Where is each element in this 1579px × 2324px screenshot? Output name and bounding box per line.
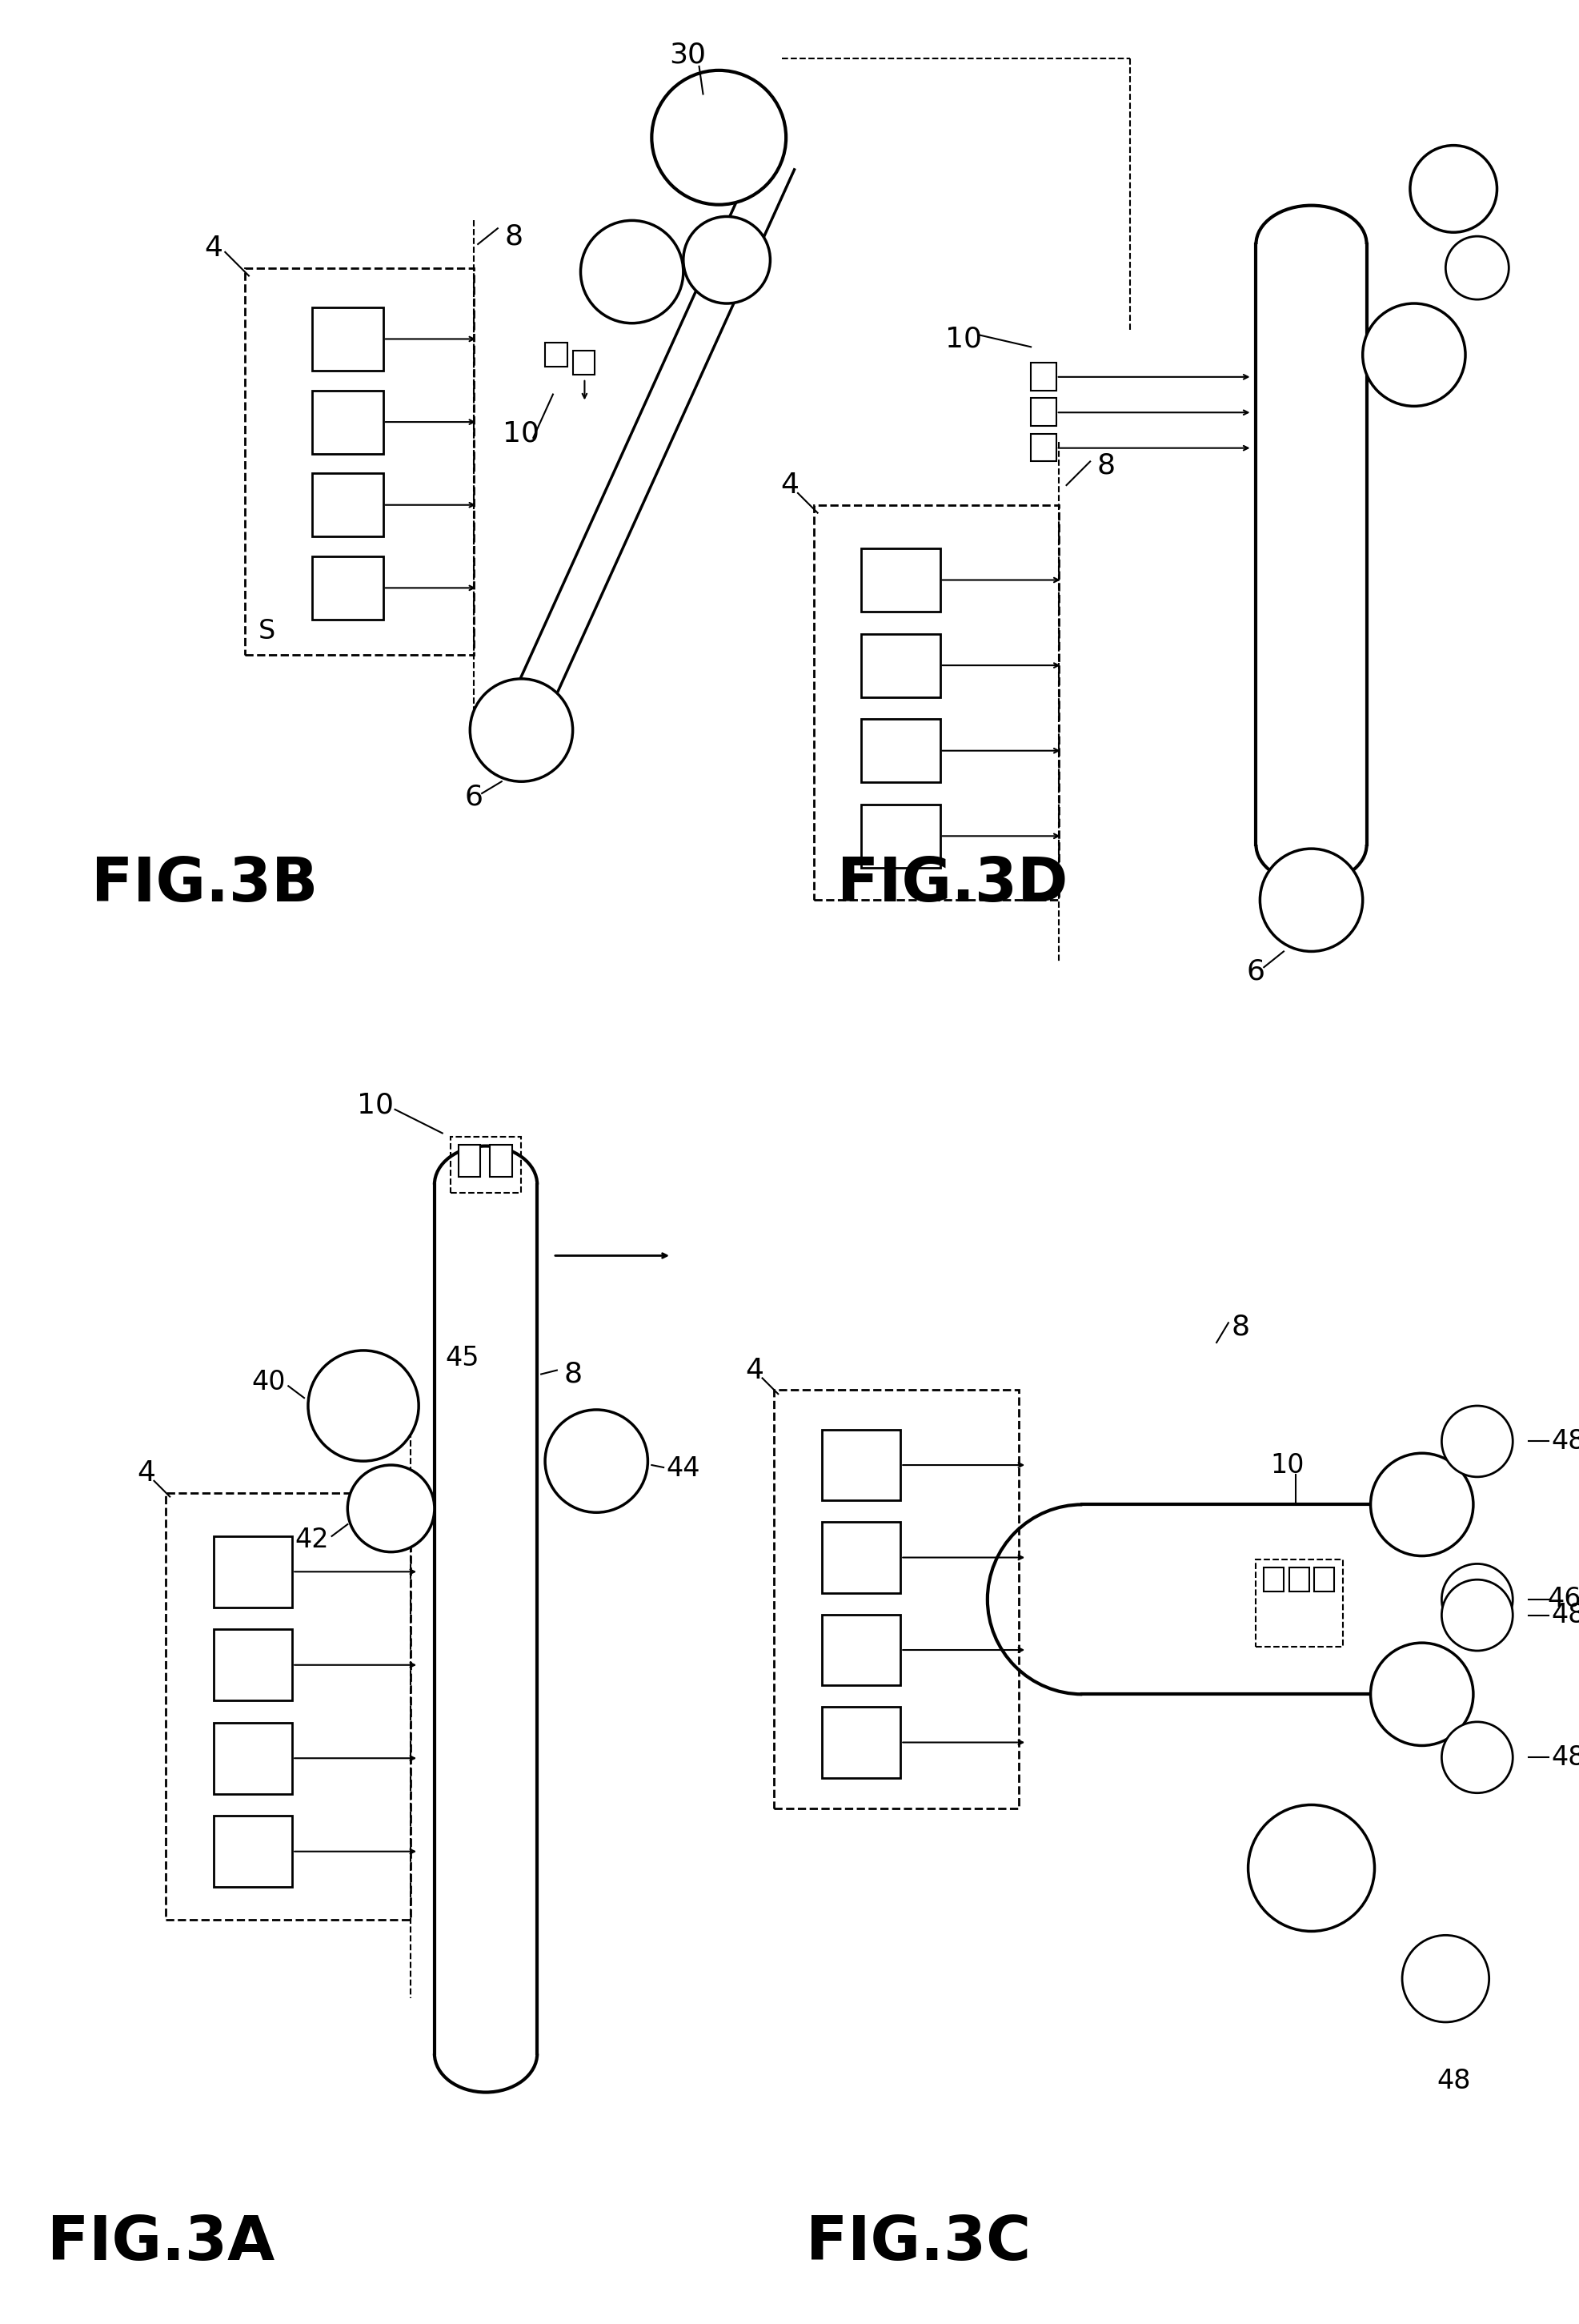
Bar [458, 1146, 480, 1176]
Text: 4: 4 [137, 1459, 155, 1487]
Text: 42: 42 [295, 1527, 328, 1552]
Text: 46: 46 [1547, 1587, 1579, 1613]
Text: 30: 30 [669, 42, 706, 67]
Text: 4: 4 [745, 1357, 764, 1383]
Text: 48: 48 [1551, 1745, 1579, 1771]
Circle shape [1442, 1580, 1513, 1650]
Bar [313, 390, 384, 453]
Circle shape [1446, 237, 1510, 300]
Text: 48: 48 [1551, 1429, 1579, 1455]
Text: FIG.3B: FIG.3B [92, 855, 317, 913]
Circle shape [1363, 304, 1465, 407]
Bar [1031, 397, 1056, 425]
Bar [313, 555, 384, 621]
Circle shape [1442, 1722, 1513, 1794]
Circle shape [652, 70, 786, 205]
Text: 44: 44 [666, 1455, 701, 1483]
Circle shape [1371, 1452, 1473, 1555]
Bar [821, 1522, 900, 1592]
Bar [489, 1146, 512, 1176]
Bar [861, 548, 940, 611]
Circle shape [581, 221, 684, 323]
Circle shape [308, 1350, 418, 1462]
Bar [213, 1536, 292, 1608]
Text: 48: 48 [1551, 1601, 1579, 1629]
Circle shape [1442, 1564, 1513, 1636]
Bar [821, 1706, 900, 1778]
Bar [213, 1722, 292, 1794]
Text: 8: 8 [1232, 1313, 1249, 1341]
Circle shape [1247, 1806, 1375, 1931]
Bar [821, 1615, 900, 1685]
Text: 6: 6 [1247, 957, 1265, 985]
Text: 10: 10 [504, 421, 540, 449]
Text: 8: 8 [564, 1360, 583, 1387]
Text: FIG.3C: FIG.3C [805, 2215, 1031, 2273]
Text: 10: 10 [357, 1092, 393, 1120]
Text: 48: 48 [1437, 2068, 1470, 2094]
Circle shape [684, 216, 771, 304]
Text: 10: 10 [1271, 1452, 1304, 1478]
Bar [774, 1390, 1018, 1808]
Bar [573, 351, 595, 374]
Text: 4: 4 [780, 472, 799, 500]
Bar [313, 307, 384, 370]
Circle shape [1402, 1936, 1489, 2022]
Text: S: S [259, 618, 275, 644]
Bar [813, 504, 1058, 899]
Bar [1255, 1559, 1342, 1648]
Text: 6: 6 [464, 783, 483, 811]
Bar [1263, 1569, 1284, 1592]
Bar [213, 1629, 292, 1701]
Text: 40: 40 [251, 1369, 286, 1394]
Circle shape [545, 1411, 647, 1513]
Bar [1031, 363, 1056, 390]
Text: 8: 8 [504, 223, 523, 251]
Circle shape [1371, 1643, 1473, 1745]
Bar [1314, 1569, 1334, 1592]
Text: 4: 4 [204, 235, 223, 263]
Bar [313, 474, 384, 537]
Circle shape [347, 1464, 434, 1552]
Text: 8: 8 [1097, 451, 1115, 479]
Text: FIG.3D: FIG.3D [837, 855, 1069, 913]
Bar [821, 1429, 900, 1501]
Bar [545, 344, 567, 367]
Circle shape [1442, 1406, 1513, 1476]
Bar [166, 1492, 411, 1920]
Bar [213, 1815, 292, 1887]
Text: FIG.3A: FIG.3A [47, 2215, 275, 2273]
Bar [245, 267, 474, 655]
Bar [1288, 1569, 1309, 1592]
Text: 45: 45 [445, 1346, 478, 1371]
Circle shape [1410, 146, 1497, 232]
Bar [1031, 435, 1056, 462]
Bar [861, 718, 940, 783]
Circle shape [1260, 848, 1363, 951]
Bar [450, 1136, 521, 1192]
Bar [861, 804, 940, 867]
Text: 10: 10 [946, 325, 982, 353]
Circle shape [471, 679, 573, 781]
Bar [861, 634, 940, 697]
